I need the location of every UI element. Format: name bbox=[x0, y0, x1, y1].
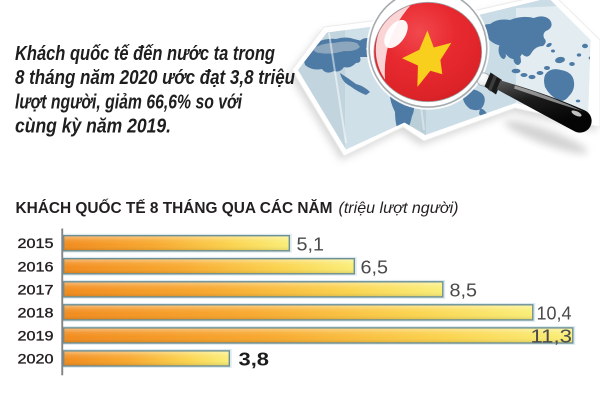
svg-text:(triệu lượt người): (triệu lượt người) bbox=[339, 200, 459, 217]
svg-text:cùng kỳ năm 2019.: cùng kỳ năm 2019. bbox=[15, 116, 171, 138]
svg-text:2016: 2016 bbox=[18, 259, 54, 274]
svg-text:2019: 2019 bbox=[18, 328, 54, 343]
svg-text:8,5: 8,5 bbox=[450, 281, 478, 301]
svg-text:2018: 2018 bbox=[18, 305, 54, 320]
svg-text:2015: 2015 bbox=[18, 236, 54, 251]
svg-text:lượt người, giảm 66,6% so với: lượt người, giảm 66,6% so với bbox=[15, 91, 242, 113]
svg-text:3,8: 3,8 bbox=[239, 350, 270, 370]
svg-text:2020: 2020 bbox=[18, 352, 54, 367]
svg-text:8 tháng năm 2020 ước đạt 3,8 t: 8 tháng năm 2020 ước đạt 3,8 triệu bbox=[15, 67, 295, 89]
svg-text:5,1: 5,1 bbox=[297, 234, 325, 254]
svg-text:10,4: 10,4 bbox=[537, 304, 572, 324]
svg-text:KHÁCH QUỐC TẾ 8 THÁNG QUA CÁC: KHÁCH QUỐC TẾ 8 THÁNG QUA CÁC NĂM bbox=[16, 197, 333, 217]
svg-text:Khách quốc tế đến nước ta tron: Khách quốc tế đến nước ta trong bbox=[15, 43, 275, 65]
svg-text:6,5: 6,5 bbox=[361, 258, 389, 278]
svg-text:2017: 2017 bbox=[18, 282, 54, 297]
svg-text:11,3: 11,3 bbox=[531, 327, 573, 347]
